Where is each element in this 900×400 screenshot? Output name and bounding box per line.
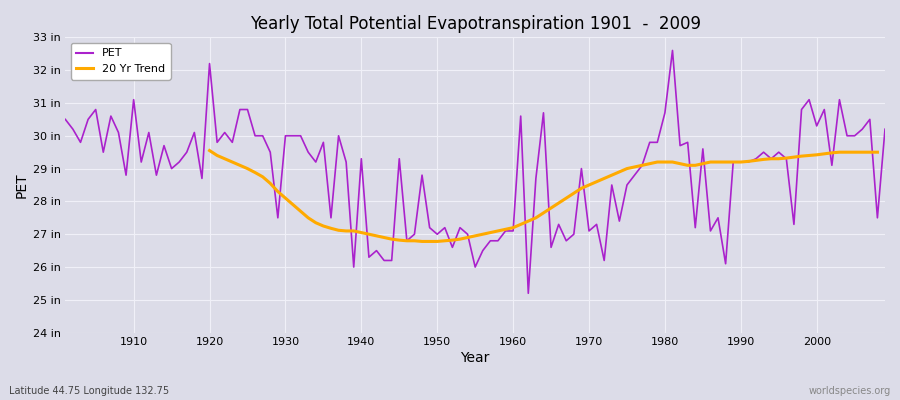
PET: [60, 117, 71, 122]
X-axis label: Year: Year: [461, 351, 490, 365]
PET: [288, 133, 299, 138]
20 Yr Trend: [273, 189, 284, 194]
Legend: PET, 20 Yr Trend: PET, 20 Yr Trend: [71, 43, 171, 80]
20 Yr Trend: [470, 234, 481, 238]
PET: [667, 48, 678, 53]
PET: [879, 127, 890, 132]
PET: [607, 182, 617, 187]
20 Yr Trend: [872, 150, 883, 154]
Title: Yearly Total Potential Evapotranspiration 1901  -  2009: Yearly Total Potential Evapotranspiratio…: [249, 15, 701, 33]
Line: 20 Yr Trend: 20 Yr Trend: [210, 150, 878, 242]
PET: [500, 228, 511, 233]
20 Yr Trend: [341, 228, 352, 233]
20 Yr Trend: [288, 202, 299, 207]
PET: [523, 291, 534, 296]
Text: worldspecies.org: worldspecies.org: [809, 386, 891, 396]
PET: [508, 228, 518, 233]
PET: [121, 173, 131, 178]
20 Yr Trend: [804, 153, 814, 158]
20 Yr Trend: [554, 201, 564, 206]
20 Yr Trend: [204, 148, 215, 153]
Y-axis label: PET: PET: [15, 172, 29, 198]
20 Yr Trend: [417, 239, 428, 244]
Text: Latitude 44.75 Longitude 132.75: Latitude 44.75 Longitude 132.75: [9, 386, 169, 396]
PET: [333, 133, 344, 138]
Line: PET: PET: [66, 50, 885, 293]
